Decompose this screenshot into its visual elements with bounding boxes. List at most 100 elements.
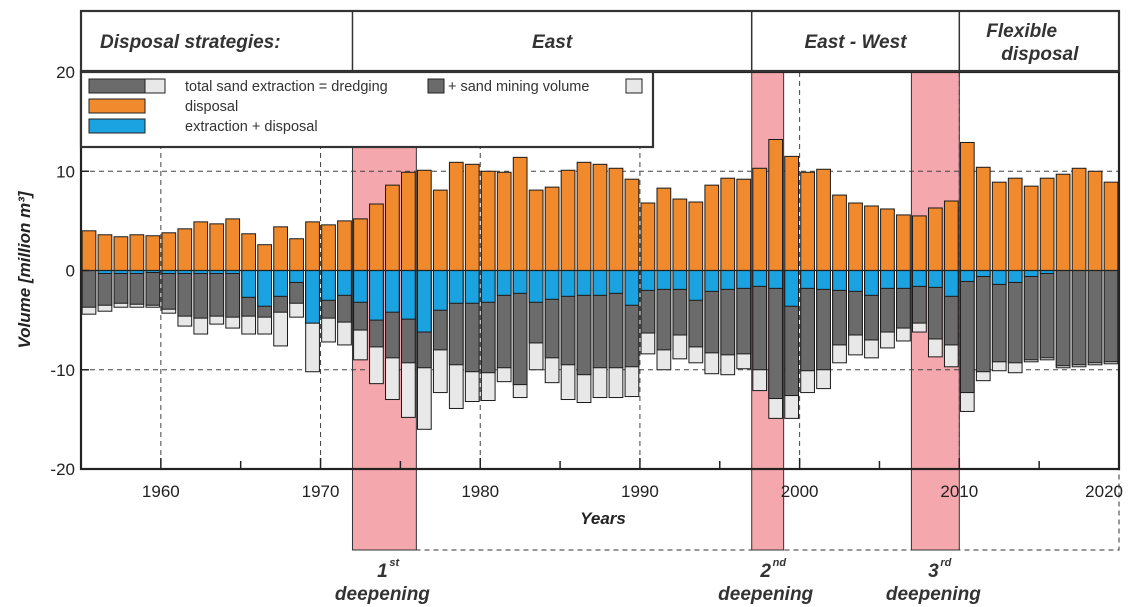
bar-disposal bbox=[880, 208, 895, 271]
bar-dredging bbox=[129, 270, 145, 305]
x-axis-title: Years bbox=[580, 509, 626, 528]
bar-extraction-disposal bbox=[896, 270, 911, 289]
legend-box bbox=[79, 70, 655, 149]
bar-extraction-disposal bbox=[401, 270, 416, 320]
bar-disposal bbox=[800, 171, 815, 271]
y-axis-title: Volume [million m³] bbox=[15, 190, 34, 348]
legend: total sand extraction = dredging + sand … bbox=[79, 70, 655, 149]
bars bbox=[81, 138, 1119, 430]
bar-extraction-disposal bbox=[768, 270, 784, 289]
bar-disposal bbox=[1039, 177, 1055, 271]
bar-disposal bbox=[896, 214, 911, 271]
bar-extraction-disposal bbox=[784, 270, 799, 307]
bar-disposal bbox=[592, 163, 608, 272]
y-tick-label: 0 bbox=[66, 262, 75, 281]
x-tick-label: 2020 bbox=[1085, 482, 1123, 501]
bar-extraction-disposal bbox=[592, 270, 608, 296]
bar-disposal bbox=[337, 220, 352, 271]
bar-disposal bbox=[177, 228, 193, 272]
bar-disposal bbox=[1087, 170, 1103, 271]
strategy-header: Disposal strategies: East East - West Fl… bbox=[79, 9, 1121, 73]
bar-extraction-disposal bbox=[480, 270, 496, 303]
bar-disposal bbox=[816, 168, 831, 271]
bar-disposal bbox=[145, 235, 161, 271]
bar-disposal bbox=[1023, 185, 1039, 271]
y-tick-label: 20 bbox=[56, 63, 75, 82]
bar-disposal bbox=[129, 234, 145, 272]
bar-disposal bbox=[480, 170, 496, 271]
bar-disposal bbox=[832, 194, 847, 272]
bar-dredging bbox=[1055, 270, 1071, 367]
y-tick-label: -10 bbox=[50, 361, 75, 380]
bar-disposal bbox=[608, 167, 624, 272]
bar-disposal bbox=[975, 166, 991, 271]
bar-disposal bbox=[752, 167, 768, 272]
bar-disposal bbox=[225, 218, 241, 271]
strategy-header-box bbox=[79, 9, 1121, 73]
strategy-flexible: Flexible bbox=[986, 21, 1057, 42]
legend-swatch-extraction-disposal bbox=[88, 118, 146, 134]
strategy-dividers bbox=[351, 11, 961, 71]
bar-disposal bbox=[512, 156, 528, 271]
deepening-number-1: 1 bbox=[377, 561, 388, 582]
x-tick-label: 2000 bbox=[781, 482, 819, 501]
deepening-number-2: 2 bbox=[759, 561, 771, 582]
bar-extraction-disposal bbox=[704, 270, 720, 292]
bar-extraction-disposal bbox=[560, 270, 576, 297]
bar-extraction-disposal bbox=[369, 270, 384, 321]
bar-disposal bbox=[161, 232, 177, 272]
bar-disposal bbox=[257, 244, 273, 272]
deepening-word-2: deepening bbox=[718, 584, 813, 605]
legend-label-disposal: disposal bbox=[185, 99, 238, 115]
bar-dredging bbox=[113, 270, 129, 304]
bar-disposal bbox=[1103, 181, 1119, 271]
bar-disposal bbox=[720, 177, 736, 271]
bar-extraction-disposal bbox=[432, 270, 448, 311]
bar-extraction-disposal bbox=[943, 270, 959, 297]
bar-extraction-disposal bbox=[289, 270, 304, 283]
bar-disposal bbox=[241, 233, 257, 271]
bar-disposal bbox=[416, 169, 432, 272]
bar-dredging bbox=[97, 270, 113, 306]
bar-extraction-disposal bbox=[912, 270, 927, 287]
x-tick-label: 1960 bbox=[142, 482, 180, 501]
bar-extraction-disposal bbox=[241, 270, 257, 298]
bar-extraction-disposal bbox=[273, 270, 288, 297]
bar-disposal bbox=[560, 169, 576, 272]
bar-extraction-disposal bbox=[337, 270, 352, 296]
strategy-east-west: East - West bbox=[804, 32, 907, 53]
bar-disposal bbox=[1055, 173, 1071, 271]
bar-extraction-disposal bbox=[1023, 270, 1039, 277]
bar-extraction-disposal bbox=[752, 270, 768, 287]
bar-extraction-disposal bbox=[416, 270, 432, 333]
bar-extraction-disposal bbox=[305, 270, 320, 324]
bar-dredging bbox=[145, 270, 161, 306]
bar-disposal bbox=[496, 171, 512, 271]
bar-extraction-disposal bbox=[448, 270, 464, 304]
y-tick-label: 10 bbox=[56, 162, 75, 181]
bar-extraction-disposal bbox=[864, 270, 879, 296]
bar-extraction-disposal bbox=[512, 270, 528, 294]
bar-disposal bbox=[432, 189, 448, 271]
legend-label-extraction-disposal: extraction + disposal bbox=[185, 119, 318, 135]
x-tick-label: 1970 bbox=[302, 482, 340, 501]
y-tick-labels: -20 -10 0 10 20 bbox=[50, 63, 75, 479]
bar-disposal bbox=[736, 178, 752, 271]
strategy-east: East bbox=[532, 32, 573, 53]
x-tick-label: 2010 bbox=[940, 482, 978, 501]
bar-disposal bbox=[385, 184, 400, 272]
bar-disposal bbox=[848, 202, 863, 271]
bar-disposal bbox=[321, 224, 336, 271]
legend-swatch-total-mining bbox=[144, 78, 166, 94]
bar-extraction-disposal bbox=[624, 270, 640, 306]
bar-disposal bbox=[401, 171, 416, 271]
bar-dredging bbox=[81, 270, 97, 308]
deepening-number-3: 3 bbox=[928, 561, 939, 582]
bar-extraction-disposal bbox=[959, 270, 975, 282]
bar-extraction-disposal bbox=[576, 270, 592, 296]
bar-disposal bbox=[81, 230, 97, 272]
bar-disposal bbox=[959, 141, 975, 271]
legend-swatch-dredging bbox=[427, 78, 445, 94]
